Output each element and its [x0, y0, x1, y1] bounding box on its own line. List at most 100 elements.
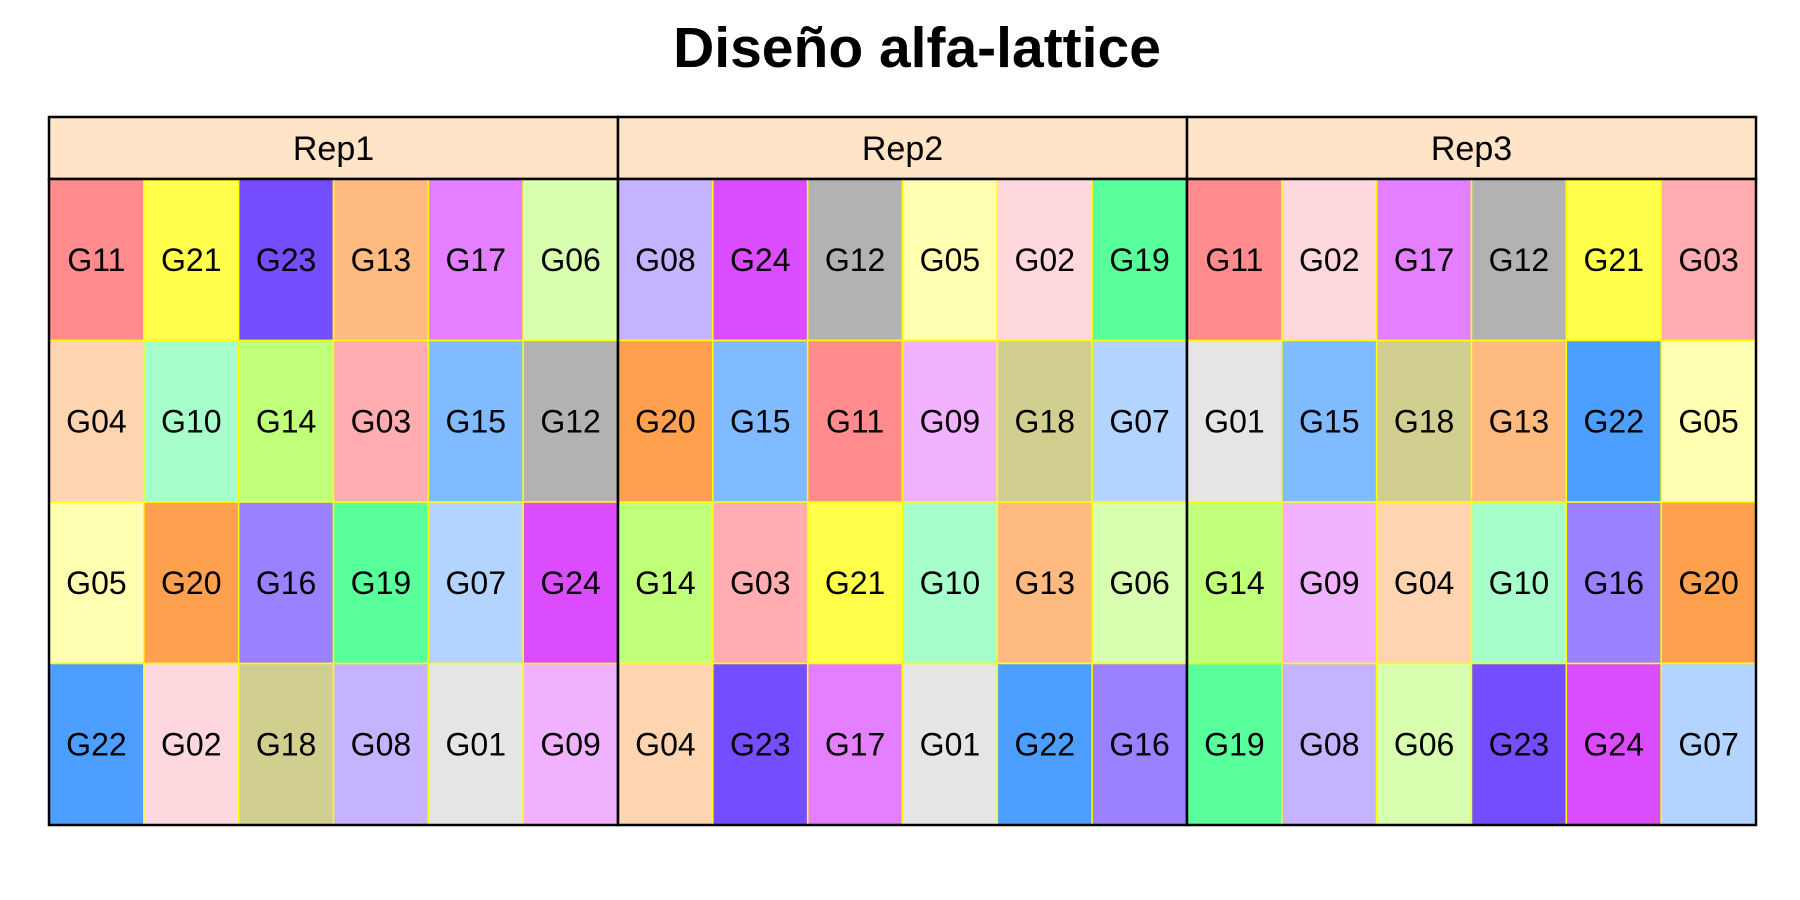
plot-cell-label: G19	[1109, 242, 1169, 278]
plot-cell-label: G17	[1394, 242, 1454, 278]
plot-cell-label: G16	[256, 565, 316, 601]
panel-strip-label: Rep1	[293, 130, 374, 168]
plot-cell	[1091, 339, 1188, 503]
plot-cell	[427, 178, 524, 342]
plot-cell	[332, 501, 430, 665]
plot-cell-label: G15	[730, 403, 790, 439]
plot-cell	[617, 178, 714, 342]
plot-cell	[1281, 178, 1378, 342]
plot-cell	[806, 501, 904, 665]
plot-cell	[237, 662, 335, 826]
plot-cell-label: G22	[66, 726, 126, 762]
plot-cell	[332, 662, 430, 826]
plot-cell-label: G09	[1299, 565, 1359, 601]
plot-cell	[1375, 339, 1473, 503]
panel-rep3: Rep3 G11 G02 G17 G12 G21 G03 G01 G15 G18 G13 G22 G05…	[1185, 115, 1758, 827]
plot-cell-label: G03	[351, 403, 411, 439]
chart-title: Diseño alfa-lattice	[673, 16, 1161, 80]
plot-cell-label: G23	[730, 726, 790, 762]
plot-cell-label: G11	[826, 403, 884, 439]
plot-cell	[48, 178, 145, 342]
plot-cell-label: G17	[446, 242, 506, 278]
plot-cell-label: G23	[256, 242, 316, 278]
panels: Rep1 G11 G21 G23 G13 G17 G06 G04 G10 G14 G03 G15 G12…	[47, 115, 1758, 827]
plot-cell-label: G17	[825, 726, 885, 762]
plot-cell	[1660, 178, 1757, 342]
plot-cell	[522, 662, 619, 826]
plot-cell	[1281, 662, 1378, 826]
plot-cell-label: G08	[635, 242, 695, 278]
plot-cell	[522, 339, 619, 503]
plot-cell	[1091, 662, 1188, 826]
plot-cell-label: G09	[920, 403, 980, 439]
plot-cell-label: G24	[1584, 726, 1644, 762]
plot-cell	[1281, 339, 1378, 503]
plot-cell-label: G10	[161, 403, 221, 439]
plot-cell-label: G20	[161, 565, 221, 601]
plot-cell-label: G02	[1015, 242, 1075, 278]
plot-cell	[901, 178, 999, 342]
plot-cell	[237, 339, 335, 503]
plot-cell	[1565, 501, 1662, 665]
plot-cell	[427, 501, 524, 665]
plot-cell-label: G07	[446, 565, 506, 601]
plot-cell-label: G21	[1584, 242, 1644, 278]
plot-cell	[901, 501, 999, 665]
plot-cell-label: G18	[1015, 403, 1075, 439]
plot-cell-label: G19	[351, 565, 411, 601]
plot-cell-label: G16	[1109, 726, 1169, 762]
panel-rep2: Rep2 G08 G24 G12 G05 G02 G19 G20 G15 G11 G09 G18 G07…	[616, 115, 1189, 827]
plot-cell-label: G02	[161, 726, 221, 762]
plot-cell	[1375, 178, 1473, 342]
plot-cell	[996, 178, 1093, 342]
plot-cell-label: G23	[1489, 726, 1549, 762]
plot-cell	[712, 501, 809, 665]
panel-rep1: Rep1 G11 G21 G23 G13 G17 G06 G04 G10 G14 G03 G15 G12…	[47, 115, 620, 827]
plot-cell	[901, 662, 999, 826]
plot-cell-label: G09	[540, 726, 600, 762]
plot-cell-label: G20	[1678, 565, 1738, 601]
plot-cell-label: G02	[1299, 242, 1359, 278]
plot-cell	[1470, 501, 1568, 665]
plot-cell	[1660, 339, 1757, 503]
plot-cell-label: G14	[635, 565, 695, 601]
plot-cell-label: G05	[920, 242, 980, 278]
plot-cell-label: G12	[825, 242, 885, 278]
plot-cell	[332, 178, 430, 342]
plot-cell-label: G15	[1299, 403, 1359, 439]
plot-cell-label: G24	[540, 565, 600, 601]
plot-cell	[1660, 662, 1757, 826]
plot-cell-label: G11	[67, 242, 125, 278]
plot-cell	[806, 339, 904, 503]
plot-cell-label: G05	[1678, 403, 1738, 439]
plot-cell-label: G08	[1299, 726, 1359, 762]
plot-cell-label: G07	[1109, 403, 1169, 439]
plot-cell-label: G03	[730, 565, 790, 601]
plot-cell	[237, 178, 335, 342]
plot-cell-label: G07	[1678, 726, 1738, 762]
plot-cell-label: G01	[1204, 403, 1264, 439]
plot-cell	[1375, 662, 1473, 826]
plot-cell	[237, 501, 335, 665]
plot-cell	[1470, 339, 1568, 503]
plot-cell-label: G06	[540, 242, 600, 278]
plot-cell	[1565, 339, 1662, 503]
plot-cell-label: G24	[730, 242, 790, 278]
plot-cell-label: G12	[540, 403, 600, 439]
plot-cell	[143, 662, 240, 826]
plot-cell-label: G19	[1204, 726, 1264, 762]
plot-cell-label: G16	[1584, 565, 1644, 601]
plot-cell-label: G13	[1015, 565, 1075, 601]
plot-cell	[1470, 178, 1568, 342]
plot-cell-label: G18	[1394, 403, 1454, 439]
plot-cell-label: G04	[635, 726, 695, 762]
plot-cell-label: G05	[66, 565, 126, 601]
plot-cell	[427, 339, 524, 503]
plot-cell-label: G10	[920, 565, 980, 601]
panel-strip	[47, 115, 620, 181]
plot-cell-label: G06	[1394, 726, 1454, 762]
plot-cell	[48, 662, 145, 826]
plot-cell-label: G18	[256, 726, 316, 762]
plot-cell-label: G01	[446, 726, 506, 762]
plot-cell	[806, 178, 904, 342]
